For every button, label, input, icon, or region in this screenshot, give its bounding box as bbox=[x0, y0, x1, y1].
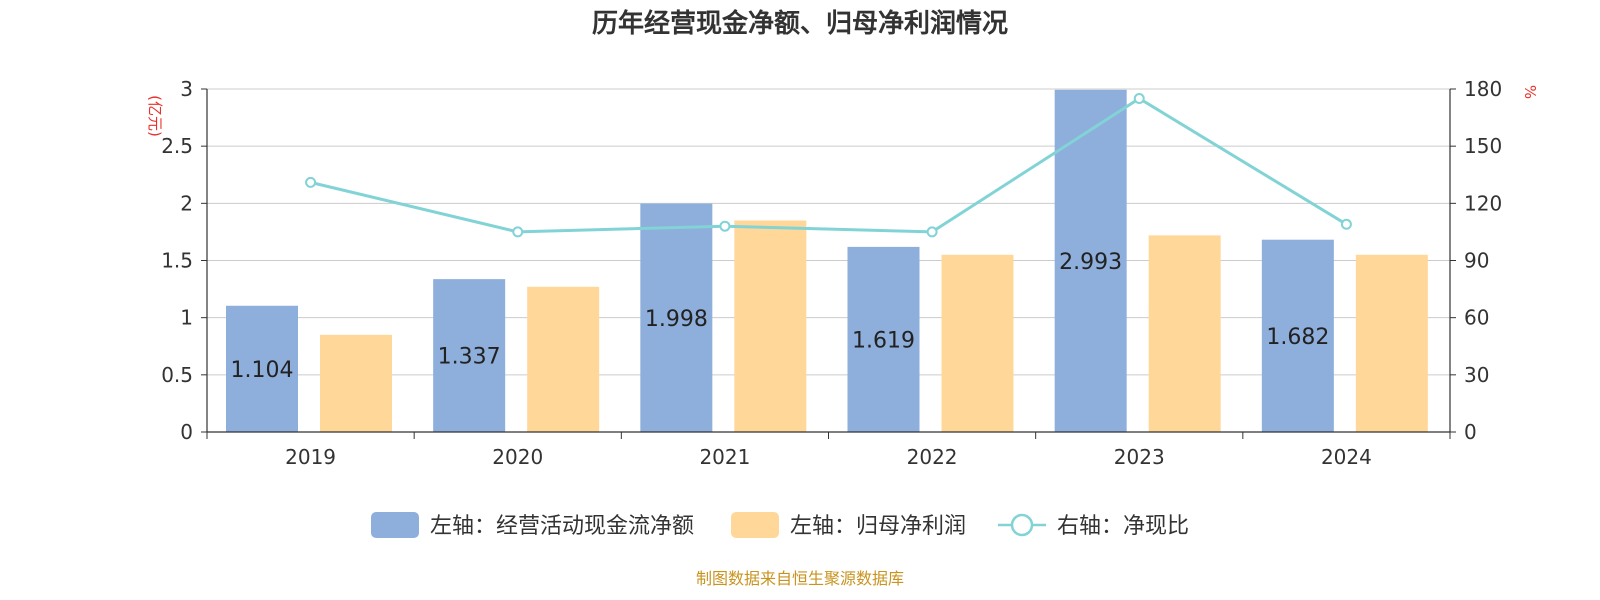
grid-lines bbox=[207, 88, 1450, 376]
right-tick-label: 150 bbox=[1464, 134, 1502, 158]
bar-net-profit-2020 bbox=[527, 286, 600, 432]
left-tick-label: 1.5 bbox=[161, 249, 193, 273]
data-label-2019: 1.104 bbox=[231, 358, 294, 383]
data-label-2023: 2.993 bbox=[1059, 250, 1122, 275]
data-label-2024: 1.682 bbox=[1266, 325, 1329, 350]
bar-net-profit-2019 bbox=[320, 334, 392, 432]
left-axis-label: (亿元) bbox=[146, 95, 164, 137]
x-tick-label-2019: 2019 bbox=[285, 445, 336, 469]
ratio-line bbox=[305, 93, 1352, 238]
bar-cash-flow-2019 bbox=[226, 305, 298, 432]
ratio-point-2023 bbox=[1133, 93, 1145, 105]
left-tick-label: 0 bbox=[180, 420, 193, 444]
ratio-point-2020 bbox=[512, 226, 524, 238]
bar-net-profit-2022 bbox=[941, 254, 1014, 432]
data-labels: 1.104 1.337 1.998 1.619 2.993 1.682 bbox=[231, 250, 1330, 383]
data-label-2021: 1.998 bbox=[645, 307, 708, 332]
legend: 左轴：经营活动现金流净额 左轴：归母净利润 右轴：净现比 bbox=[371, 512, 1189, 539]
bar-net-profit-2023 bbox=[1148, 235, 1221, 432]
legend-label-ratio: 右轴：净现比 bbox=[1057, 514, 1189, 539]
right-tick-label: 120 bbox=[1464, 191, 1502, 215]
left-tick-label: 0.5 bbox=[161, 363, 193, 387]
ratio-line-path bbox=[310, 96, 1348, 234]
left-tick-label: 2 bbox=[180, 191, 193, 215]
legend-label-cash-flow: 左轴：经营活动现金流净额 bbox=[430, 514, 694, 539]
x-tick-label-2021: 2021 bbox=[699, 445, 750, 469]
source-note: 制图数据来自恒生聚源数据库 bbox=[696, 569, 904, 588]
data-label-2020: 1.337 bbox=[438, 345, 501, 370]
ratio-point-2019 bbox=[305, 176, 317, 188]
ratio-point-2022 bbox=[926, 226, 938, 238]
right-tick-label: 180 bbox=[1464, 77, 1502, 101]
data-label-2022: 1.619 bbox=[852, 328, 915, 353]
right-tick-label: 30 bbox=[1464, 363, 1489, 387]
ratio-point-2024 bbox=[1340, 218, 1352, 230]
left-tick-label: 2.5 bbox=[161, 134, 193, 158]
bar-cash-flow-2022 bbox=[847, 246, 920, 432]
right-tick-label: 60 bbox=[1464, 306, 1489, 330]
left-tick-label: 3 bbox=[180, 77, 193, 101]
chart-title: 历年经营现金净额、归母净利润情况 bbox=[592, 8, 1008, 39]
legend-swatch-net-profit bbox=[731, 512, 779, 538]
legend-marker-ratio bbox=[1010, 513, 1034, 537]
ratio-point-2021 bbox=[719, 220, 731, 232]
x-tick-label-2023: 2023 bbox=[1114, 445, 1165, 469]
x-tick-label-2020: 2020 bbox=[492, 445, 543, 469]
bar-net-profit-2021 bbox=[734, 220, 807, 432]
right-tick-label: 90 bbox=[1464, 249, 1489, 273]
bar-cash-flow-2021 bbox=[640, 203, 713, 432]
bar-net-profit-2024 bbox=[1355, 254, 1428, 432]
legend-swatch-cash-flow bbox=[371, 512, 419, 538]
left-tick-label: 1 bbox=[180, 306, 193, 330]
x-tick-label-2024: 2024 bbox=[1321, 445, 1372, 469]
bar-cash-flow-2020 bbox=[433, 279, 506, 432]
right-tick-label: 0 bbox=[1464, 420, 1477, 444]
legend-label-net-profit: 左轴：归母净利润 bbox=[790, 514, 966, 539]
right-axis-label: % bbox=[1521, 85, 1539, 99]
bar-cash-flow-2024 bbox=[1261, 239, 1334, 432]
x-tick-label-2022: 2022 bbox=[907, 445, 958, 469]
